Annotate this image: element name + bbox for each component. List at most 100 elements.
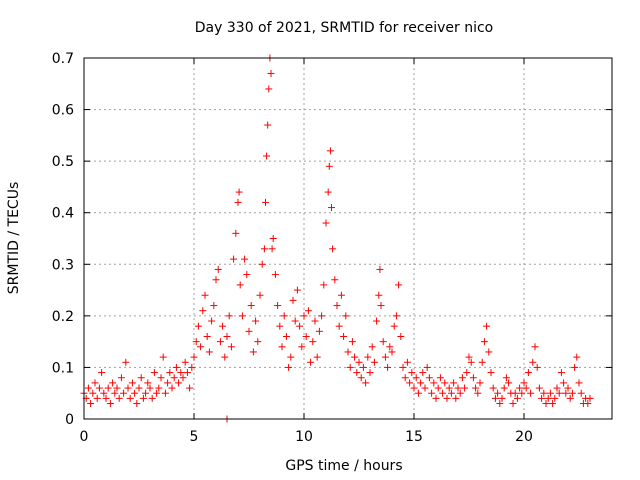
data-point bbox=[419, 369, 427, 377]
data-point bbox=[439, 389, 447, 397]
data-point bbox=[264, 121, 272, 129]
data-point bbox=[417, 379, 425, 387]
data-point bbox=[485, 348, 493, 356]
data-point bbox=[302, 332, 310, 340]
data-point bbox=[260, 245, 268, 253]
data-point bbox=[309, 338, 317, 346]
data-points bbox=[80, 54, 594, 423]
data-point bbox=[421, 384, 429, 392]
data-point bbox=[326, 147, 334, 155]
data-point bbox=[432, 394, 440, 402]
data-point bbox=[225, 312, 233, 320]
data-point bbox=[115, 394, 123, 402]
data-point bbox=[216, 338, 224, 346]
data-point bbox=[516, 384, 524, 392]
data-point bbox=[542, 400, 550, 408]
data-point bbox=[577, 389, 585, 397]
data-point bbox=[425, 374, 433, 382]
data-point bbox=[131, 389, 139, 397]
data-point bbox=[102, 394, 110, 402]
x-tick-label: 5 bbox=[190, 429, 199, 445]
data-point bbox=[403, 358, 411, 366]
data-point bbox=[441, 379, 449, 387]
y-tick-label: 0.2 bbox=[52, 309, 74, 325]
data-point bbox=[289, 296, 297, 304]
data-point bbox=[139, 394, 147, 402]
data-point bbox=[194, 322, 202, 330]
data-point bbox=[268, 245, 276, 253]
data-point bbox=[285, 363, 293, 371]
data-point bbox=[325, 162, 333, 170]
data-point bbox=[423, 363, 431, 371]
data-point bbox=[397, 332, 405, 340]
data-point bbox=[384, 363, 392, 371]
data-point bbox=[203, 332, 211, 340]
data-point bbox=[117, 374, 125, 382]
data-point bbox=[177, 369, 185, 377]
data-point bbox=[489, 384, 497, 392]
y-tick-labels: 0 0.1 0.2 0.3 0.4 0.5 0.6 0.7 bbox=[52, 51, 74, 428]
plot-frame bbox=[83, 57, 613, 420]
data-point bbox=[377, 302, 385, 310]
data-point bbox=[348, 338, 356, 346]
data-point bbox=[500, 384, 508, 392]
data-point bbox=[236, 281, 244, 289]
x-tick-label: 20 bbox=[515, 429, 533, 445]
data-point bbox=[344, 348, 352, 356]
data-point bbox=[502, 374, 510, 382]
data-point bbox=[575, 379, 583, 387]
data-point bbox=[584, 400, 592, 408]
data-point bbox=[155, 384, 163, 392]
data-point bbox=[265, 85, 273, 93]
data-point bbox=[527, 389, 535, 397]
data-point bbox=[328, 204, 335, 212]
data-point bbox=[307, 358, 315, 366]
data-point bbox=[406, 379, 414, 387]
data-point bbox=[179, 374, 187, 382]
data-point bbox=[329, 245, 337, 253]
chart-title: Day 330 of 2021, SRMTID for receiver nic… bbox=[195, 20, 493, 36]
data-point bbox=[549, 400, 557, 408]
data-point bbox=[518, 389, 526, 397]
data-point bbox=[450, 379, 458, 387]
data-point bbox=[553, 384, 561, 392]
data-point bbox=[447, 389, 455, 397]
data-point bbox=[183, 369, 191, 377]
data-point bbox=[573, 353, 581, 361]
data-point bbox=[355, 358, 363, 366]
data-point bbox=[234, 198, 242, 206]
data-point bbox=[379, 338, 387, 346]
data-point bbox=[181, 358, 189, 366]
data-point bbox=[100, 389, 108, 397]
data-point bbox=[291, 317, 299, 325]
data-point bbox=[476, 379, 484, 387]
data-point bbox=[311, 317, 319, 325]
data-point bbox=[335, 322, 343, 330]
data-point bbox=[491, 394, 499, 402]
data-point bbox=[469, 374, 477, 382]
data-point bbox=[381, 353, 389, 361]
data-point bbox=[562, 389, 570, 397]
data-point bbox=[533, 363, 541, 371]
data-point bbox=[461, 384, 469, 392]
data-point bbox=[197, 343, 205, 351]
data-point bbox=[531, 343, 539, 351]
x-axis-label: GPS time / hours bbox=[285, 458, 402, 474]
data-point bbox=[212, 276, 220, 284]
data-point bbox=[214, 265, 222, 273]
data-point bbox=[287, 353, 295, 361]
data-point bbox=[230, 255, 238, 263]
data-point bbox=[346, 363, 354, 371]
data-point bbox=[428, 389, 436, 397]
data-point bbox=[219, 322, 227, 330]
data-point bbox=[395, 281, 403, 289]
data-point bbox=[146, 384, 154, 392]
data-point bbox=[161, 389, 169, 397]
data-point bbox=[522, 384, 530, 392]
data-point bbox=[84, 384, 92, 392]
data-point bbox=[122, 358, 130, 366]
data-point bbox=[267, 69, 275, 77]
y-tick-label: 0.4 bbox=[52, 206, 74, 222]
data-point bbox=[293, 286, 301, 294]
data-point bbox=[296, 322, 304, 330]
